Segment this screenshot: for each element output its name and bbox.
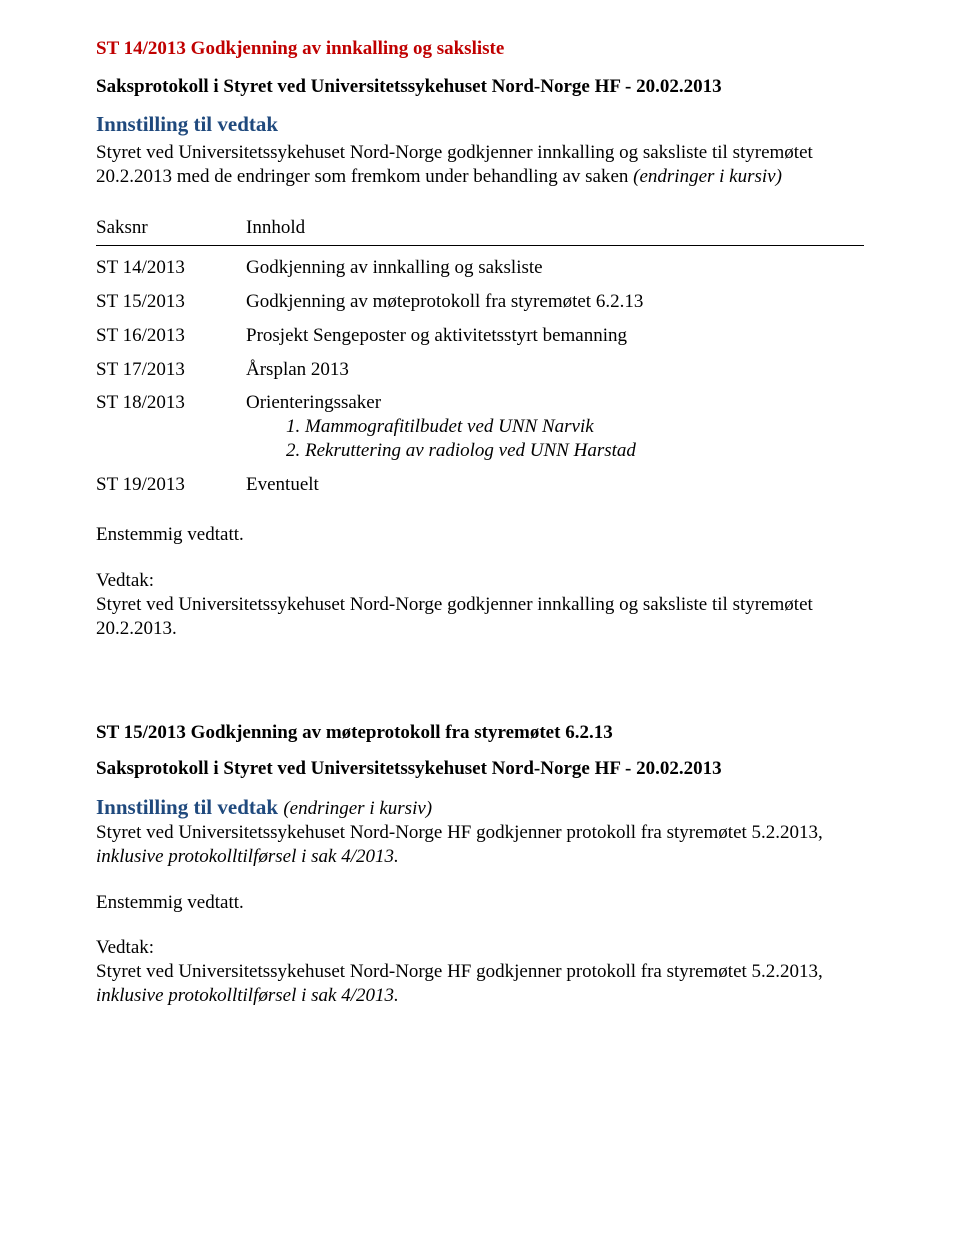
section1-innstilling-body: Styret ved Universitetssykehuset Nord-No…: [96, 141, 864, 189]
saks-table: Saksnr Innhold ST 14/2013 Godkjenning av…: [96, 211, 864, 502]
table-row: ST 17/2013 Årsplan 2013: [96, 353, 864, 387]
section1-protocol: Saksprotokoll i Styret ved Universitetss…: [96, 76, 864, 98]
section2-protocol: Saksprotokoll i Styret ved Universitetss…: [96, 758, 864, 780]
table-row: ST 19/2013 Eventuelt: [96, 468, 864, 502]
vedtak-body-2: Styret ved Universitetssykehuset Nord-No…: [96, 960, 864, 1008]
section2-vedtak-text: Styret ved Universitetssykehuset Nord-No…: [96, 961, 823, 982]
table-cell-innhold: Orienteringssaker 1. Mammografitilbudet …: [246, 386, 864, 467]
table-cell-saksnr: ST 18/2013: [96, 386, 246, 467]
vedtak-body-1: Styret ved Universitetssykehuset Nord-No…: [96, 593, 864, 641]
table-cell-innhold: Eventuelt: [246, 468, 864, 502]
enstemmig-1: Enstemmig vedtatt.: [96, 523, 864, 547]
section2-body1-text: Styret ved Universitetssykehuset Nord-No…: [96, 822, 823, 843]
table-cell-saksnr: ST 19/2013: [96, 468, 246, 502]
table-header-row: Saksnr Innhold: [96, 211, 864, 246]
section2-body1-italic: inklusive protokolltilførsel i sak 4/201…: [96, 846, 399, 867]
section2-body1: Styret ved Universitetssykehuset Nord-No…: [96, 821, 864, 869]
document-page: ST 14/2013 Godkjenning av innkalling og …: [0, 0, 960, 1068]
table-cell-innhold: Godkjenning av innkalling og saksliste: [246, 246, 864, 285]
table-row: ST 14/2013 Godkjenning av innkalling og …: [96, 246, 864, 285]
table-cell-saksnr: ST 16/2013: [96, 319, 246, 353]
table-row: ST 15/2013 Godkjenning av møteprotokoll …: [96, 285, 864, 319]
section2-vedtak-italic: inklusive protokolltilførsel i sak 4/201…: [96, 985, 399, 1006]
table-sublist-item: 1. Mammografitilbudet ved UNN Narvik: [286, 415, 854, 439]
table-cell-saksnr: ST 14/2013: [96, 246, 246, 285]
vedtak-label-1: Vedtak:: [96, 569, 864, 593]
table-row: ST 16/2013 Prosjekt Sengeposter og aktiv…: [96, 319, 864, 353]
section1-title: ST 14/2013 Godkjenning av innkalling og …: [96, 38, 864, 60]
section1-innstilling-italic: (endringer i kursiv): [633, 166, 782, 187]
enstemmig-2: Enstemmig vedtatt.: [96, 891, 864, 915]
table-cell-saksnr: ST 15/2013: [96, 285, 246, 319]
section2-innstilling-label: Innstilling til vedtak: [96, 795, 283, 819]
table-header-saksnr: Saksnr: [96, 211, 246, 246]
table-sublist-item: 2. Rekruttering av radiolog ved UNN Hars…: [286, 439, 854, 463]
section2-title: ST 15/2013 Godkjenning av møteprotokoll …: [96, 722, 864, 744]
vedtak-label-2: Vedtak:: [96, 936, 864, 960]
table-cell-saksnr: ST 17/2013: [96, 353, 246, 387]
section-gap: [96, 662, 864, 722]
section2-innstilling-line: Innstilling til vedtak (endringer i kurs…: [96, 794, 864, 821]
table-sublist: 1. Mammografitilbudet ved UNN Narvik 2. …: [246, 415, 854, 463]
table-cell-innhold: Prosjekt Sengeposter og aktivitetsstyrt …: [246, 319, 864, 353]
table-cell-innhold: Årsplan 2013: [246, 353, 864, 387]
table-row: ST 18/2013 Orienteringssaker 1. Mammogra…: [96, 386, 864, 467]
table-header-innhold: Innhold: [246, 211, 864, 246]
section2-innstilling-suffix: (endringer i kursiv): [283, 798, 432, 819]
table-cell-innhold: Godkjenning av møteprotokoll fra styremø…: [246, 285, 864, 319]
section1-innstilling-label: Innstilling til vedtak: [96, 112, 864, 137]
table-cell-text: Orienteringssaker: [246, 392, 381, 413]
